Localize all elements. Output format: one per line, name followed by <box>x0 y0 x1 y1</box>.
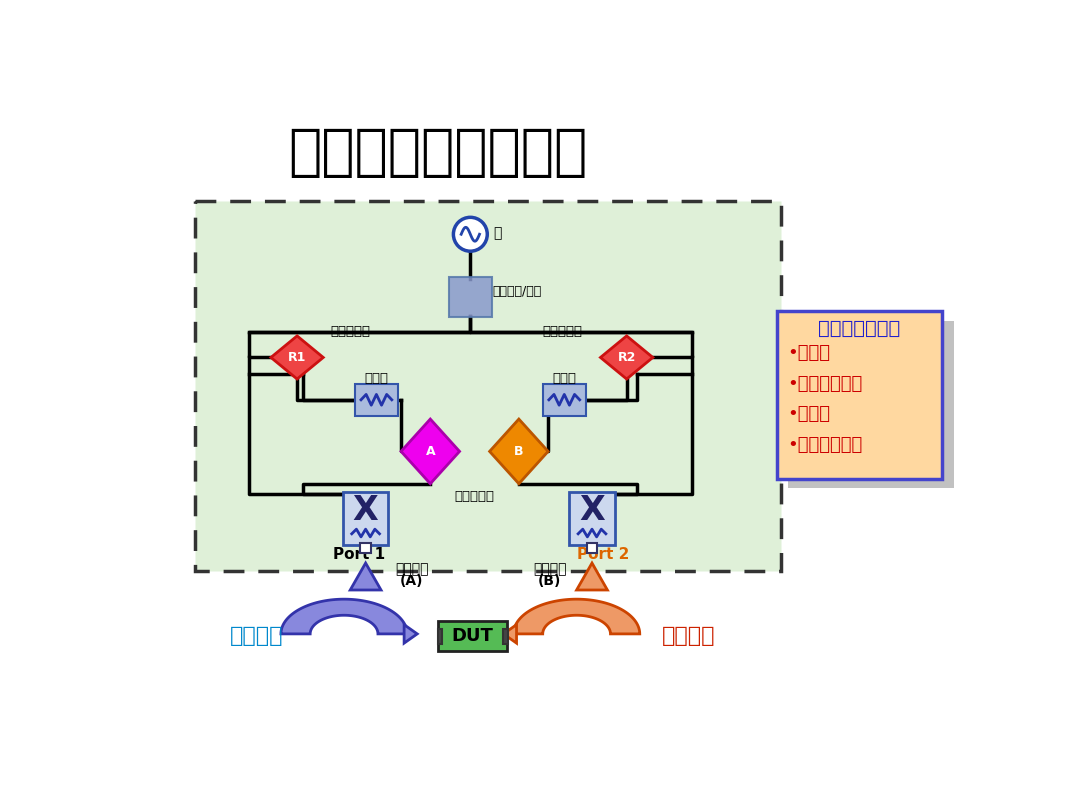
Text: •信号分离装置: •信号分离装置 <box>787 375 862 393</box>
Text: (A): (A) <box>400 573 423 588</box>
Text: •接收机: •接收机 <box>787 406 829 424</box>
Text: 参考接收机: 参考接收机 <box>330 325 370 338</box>
FancyBboxPatch shape <box>543 384 585 416</box>
FancyBboxPatch shape <box>449 277 491 318</box>
Text: 传输信号: 传输信号 <box>532 562 566 576</box>
Text: Port 1: Port 1 <box>334 547 386 562</box>
Polygon shape <box>404 625 417 643</box>
FancyBboxPatch shape <box>355 384 397 416</box>
Text: 网络分析仪组成: 网络分析仪组成 <box>818 318 901 338</box>
FancyBboxPatch shape <box>503 629 508 644</box>
Text: 输出信号: 输出信号 <box>661 626 715 646</box>
Text: R2: R2 <box>618 351 636 364</box>
Text: 反射信号: 反射信号 <box>395 562 429 576</box>
Text: •信号源: •信号源 <box>787 343 829 362</box>
Text: 网络分析仪组成框图: 网络分析仪组成框图 <box>288 126 588 180</box>
FancyBboxPatch shape <box>195 201 781 571</box>
Circle shape <box>454 217 487 251</box>
Polygon shape <box>281 599 407 634</box>
Text: 衰减器: 衰减器 <box>552 372 577 385</box>
Polygon shape <box>271 336 323 379</box>
Text: (B): (B) <box>538 573 562 588</box>
FancyBboxPatch shape <box>343 492 389 545</box>
Text: B: B <box>514 445 524 458</box>
Polygon shape <box>489 419 549 484</box>
FancyBboxPatch shape <box>438 621 507 651</box>
FancyBboxPatch shape <box>788 321 954 488</box>
Polygon shape <box>503 625 516 643</box>
Polygon shape <box>600 336 652 379</box>
FancyBboxPatch shape <box>569 492 615 545</box>
Text: •处理显示单元: •处理显示单元 <box>787 437 862 454</box>
FancyBboxPatch shape <box>437 629 442 644</box>
Text: A: A <box>426 445 435 458</box>
Text: X: X <box>353 494 378 527</box>
FancyBboxPatch shape <box>361 543 372 553</box>
Text: DUT: DUT <box>451 627 494 646</box>
Text: 功率分配/开关: 功率分配/开关 <box>491 285 541 298</box>
Text: Port 2: Port 2 <box>578 547 630 562</box>
Polygon shape <box>513 599 639 634</box>
Text: R1: R1 <box>288 351 307 364</box>
Polygon shape <box>401 419 460 484</box>
Text: X: X <box>579 494 605 527</box>
FancyBboxPatch shape <box>586 543 597 553</box>
Text: 输入信号: 输入信号 <box>230 626 284 646</box>
Text: 衰减器: 衰减器 <box>364 372 389 385</box>
Polygon shape <box>577 563 607 590</box>
Text: 参考接收机: 参考接收机 <box>542 325 582 338</box>
Text: 测量接收机: 测量接收机 <box>455 489 495 502</box>
Text: 源: 源 <box>494 226 502 240</box>
Polygon shape <box>350 563 381 590</box>
FancyBboxPatch shape <box>777 311 943 480</box>
